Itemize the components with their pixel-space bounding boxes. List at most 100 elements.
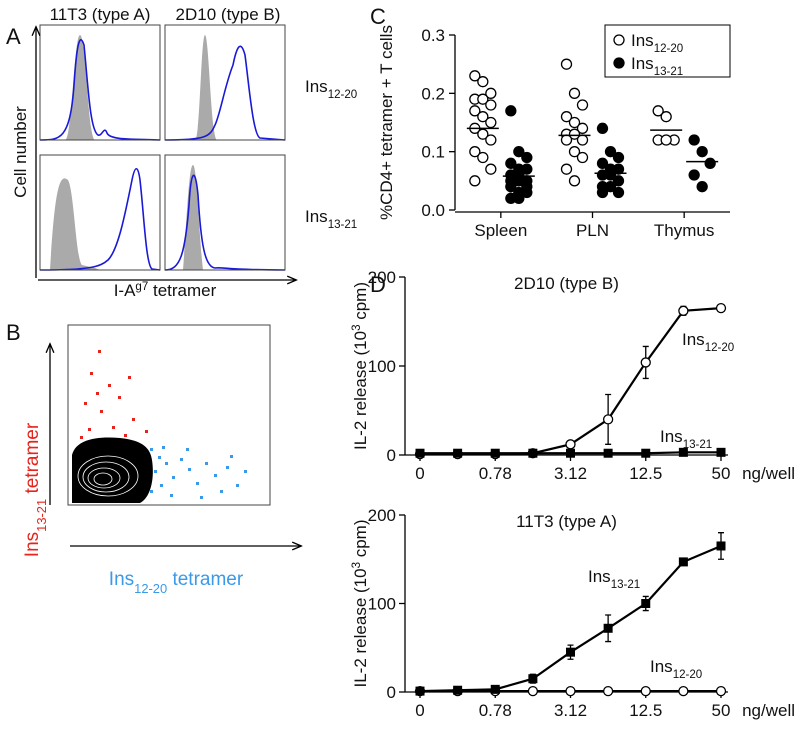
y-tick-label: 200 [368, 268, 396, 287]
point [485, 163, 497, 175]
histogram [39, 24, 161, 141]
series-label: Ins13-21 [660, 427, 712, 451]
point [704, 157, 716, 169]
point [485, 99, 497, 111]
point [453, 685, 463, 695]
point [568, 87, 581, 99]
label-part: 3 [351, 325, 363, 331]
x-tick-label: PLN [576, 221, 609, 240]
label-part: 12-20 [654, 43, 684, 55]
label-part: IL-2 release (10 [351, 568, 370, 687]
label-part: 3 [351, 562, 363, 568]
column-title: 2D10 (type B) [176, 5, 281, 24]
label-part: Ins [305, 77, 328, 96]
y-tick-label: 0.2 [421, 84, 445, 103]
point [485, 116, 497, 129]
point [641, 448, 651, 458]
point [453, 448, 463, 458]
x-tick-label: 12.5 [629, 701, 662, 720]
point [602, 685, 614, 697]
y-axis-label: %CD4+ tetramer + T cells [377, 25, 396, 220]
point [469, 146, 481, 158]
point [527, 685, 539, 697]
series-label: Ins12-20 [682, 330, 734, 354]
point [490, 684, 500, 694]
x-tick-label: Spleen [474, 221, 527, 240]
point [560, 163, 573, 175]
panel-letter: D [370, 272, 386, 297]
label-part: Ins [631, 31, 654, 50]
point [469, 105, 481, 117]
point [678, 305, 689, 316]
x-tick-label: 12.5 [629, 464, 662, 483]
label-part: tetramer [22, 422, 43, 499]
point [477, 151, 489, 164]
point [505, 181, 517, 193]
point [660, 111, 672, 123]
label-part: tetramer [148, 281, 216, 300]
label-part: Ins [660, 427, 683, 446]
point [560, 58, 573, 70]
point [612, 151, 625, 164]
x-tick-label: Thymus [654, 221, 714, 240]
point [576, 122, 589, 134]
point [688, 169, 700, 181]
point [505, 105, 517, 117]
histogram [164, 24, 286, 141]
point [490, 448, 500, 458]
point [415, 686, 425, 696]
point [477, 128, 489, 140]
point [596, 122, 609, 134]
point [603, 623, 613, 633]
point [596, 157, 609, 169]
y-tick-label: 0 [387, 446, 396, 465]
series-label: Ins12-20 [650, 657, 702, 681]
point [688, 134, 700, 146]
point [612, 163, 625, 175]
label-part: 13-21 [34, 499, 49, 532]
label-part: 13-21 [654, 66, 684, 78]
label-part: cpm) [351, 282, 370, 325]
point [566, 647, 575, 657]
point [485, 134, 497, 146]
point [660, 134, 672, 146]
point [505, 157, 517, 169]
point [469, 70, 481, 82]
x-tick-label: 3.12 [554, 464, 587, 483]
label-part: Ins [22, 532, 43, 557]
point [528, 448, 538, 458]
label-part: 13-21 [328, 219, 358, 231]
point [576, 151, 589, 164]
column-title: 11T3 (type A) [50, 5, 151, 24]
point [696, 146, 708, 158]
point [602, 414, 614, 425]
point [640, 357, 651, 368]
y-tick-label: 200 [368, 506, 396, 525]
panel-letter: A [6, 24, 21, 49]
point [568, 116, 581, 129]
x-tick-label: 0.78 [479, 464, 512, 483]
chart-title: 11T3 (type A) [516, 512, 617, 531]
label-part: Ins [305, 207, 328, 226]
point [612, 175, 625, 187]
point [678, 685, 689, 697]
histogram [164, 154, 286, 271]
label-part: 12-20 [673, 669, 703, 681]
row-label: Ins13-21 [305, 207, 357, 231]
x-tick-label: 0 [415, 701, 424, 720]
chart-title: 2D10 (type B) [514, 274, 619, 293]
y-tick-label: 100 [368, 595, 396, 614]
y-tick-label: 0 [387, 683, 396, 702]
point [716, 447, 726, 457]
point [485, 87, 497, 99]
flow-plot [67, 324, 271, 506]
point [596, 186, 609, 199]
point [477, 111, 489, 123]
label-part: IL-2 release (10 [351, 331, 370, 450]
x-tick-label: 3.12 [554, 701, 587, 720]
point [521, 151, 533, 164]
point [612, 186, 625, 199]
point [576, 99, 589, 111]
label-part: 12-20 [705, 342, 735, 354]
y-axis-label: IL-2 release (103 cpm) [351, 520, 370, 688]
